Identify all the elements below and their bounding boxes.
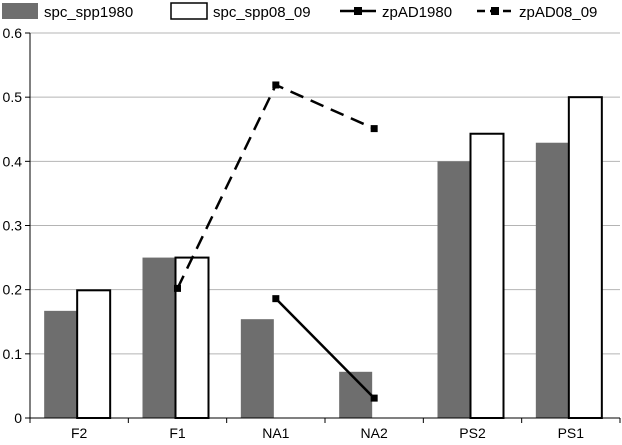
y-tick-label: 0.6 (3, 25, 23, 41)
x-tick-label: F1 (169, 425, 186, 440)
legend-marker (491, 7, 499, 15)
x-tick-label: NA2 (361, 425, 388, 440)
y-tick-label: 0.1 (3, 346, 23, 362)
legend: spc_spp1980 spc_spp08_09 zpAD1980 zpAD08_09 (2, 2, 597, 21)
bars (44, 96, 603, 420)
legend-label: zpAD08_09 (519, 4, 597, 21)
legend-swatch (170, 2, 208, 20)
bar (469, 132, 505, 419)
data-point-marker (370, 394, 378, 402)
bar (44, 310, 78, 418)
y-tick-label: 0.3 (3, 218, 23, 234)
y-tick-label: 0.4 (3, 153, 23, 169)
bar (142, 257, 176, 418)
bar (240, 319, 274, 418)
bar (174, 256, 210, 420)
series-line (274, 297, 376, 399)
x-tick-label: NA1 (262, 425, 289, 440)
axes: 0 0.1 0.2 0.3 0.4 0.5 0.6 F2 F1 NA1 NA2 PS2 PS1 (3, 25, 621, 441)
data-point-marker (272, 295, 280, 303)
bar (535, 142, 569, 418)
grid-lines (30, 32, 620, 355)
legend-label: spc_spp08_09 (213, 4, 311, 21)
y-tick-label: 0.2 (3, 282, 23, 298)
bar (567, 96, 603, 420)
legend-marker (354, 7, 362, 15)
y-tick-label: 0 (14, 410, 22, 426)
data-point-marker (174, 284, 181, 292)
data-point-marker (370, 125, 378, 133)
x-tick-label: PS1 (558, 425, 585, 440)
x-tick-label: PS2 (459, 425, 486, 440)
legend-label: spc_spp1980 (44, 4, 133, 21)
bar (76, 289, 112, 419)
legend-swatch (2, 3, 38, 19)
bar (437, 161, 471, 419)
legend-label: zpAD1980 (382, 4, 452, 21)
x-tick-label: F2 (71, 425, 88, 440)
y-tick-label: 0.5 (3, 89, 23, 105)
series-lines (174, 81, 378, 402)
data-point-marker (272, 81, 280, 89)
